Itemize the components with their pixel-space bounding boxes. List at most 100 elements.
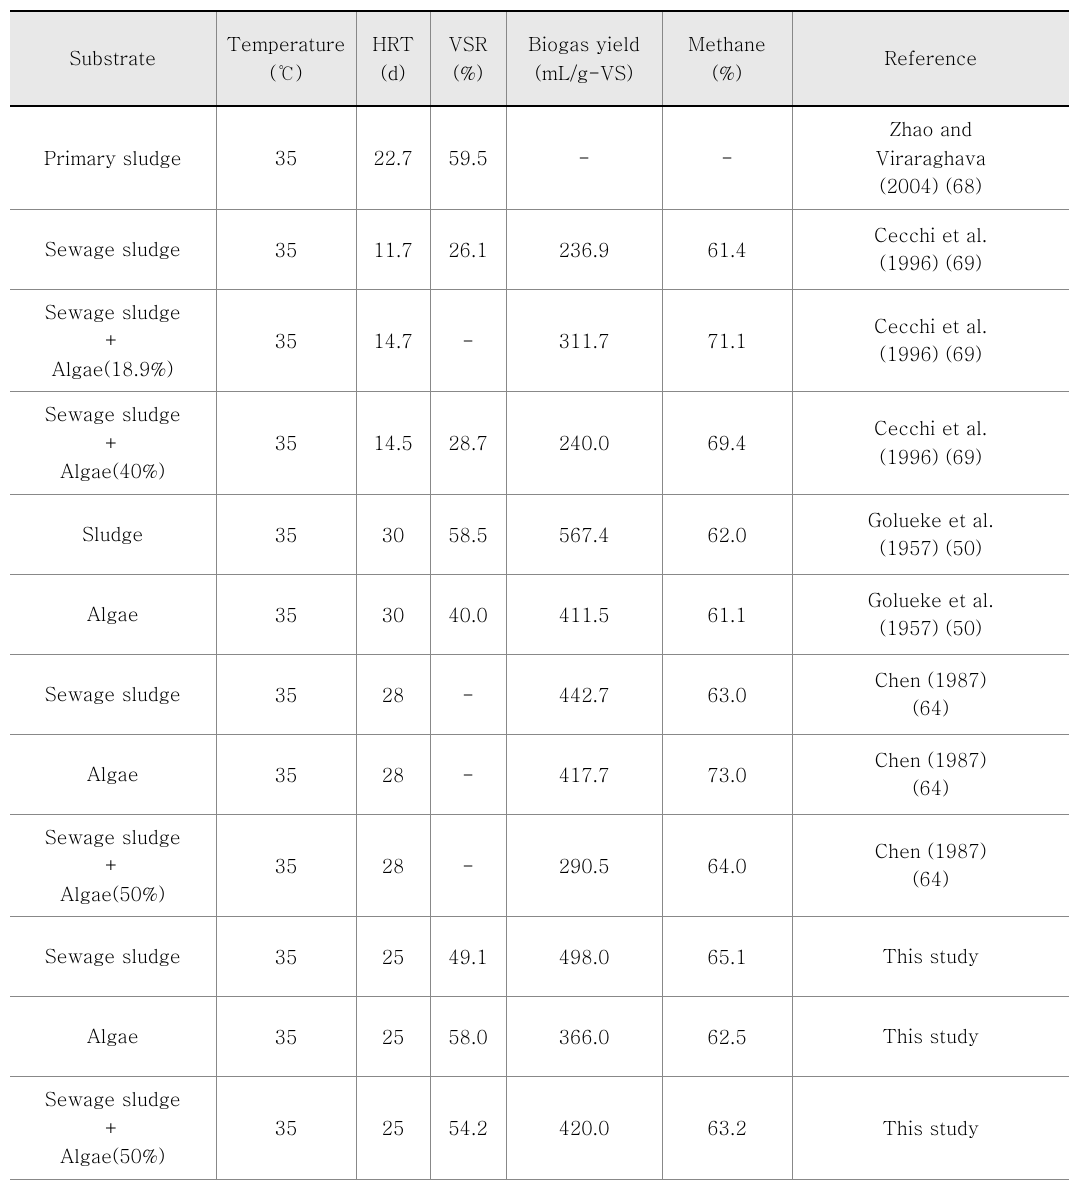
table-row: Sewage sludge352549.1498.065.1This study (10, 917, 1069, 997)
temperature-cell: 35 (216, 289, 356, 392)
reference-cell: This study (792, 917, 1069, 997)
methane-cell: 62.5 (662, 997, 792, 1077)
temperature-cell: 35 (216, 654, 356, 734)
biogas-cell: 311.7 (506, 289, 662, 392)
temperature-cell: 35 (216, 106, 356, 209)
table-row: Sewage sludge3528-442.763.0Chen (1987)(6… (10, 654, 1069, 734)
reference-cell: Cecchi et al.(1996) (69) (792, 289, 1069, 392)
biogas-cell: 366.0 (506, 997, 662, 1077)
hrt-cell: 30 (356, 494, 430, 574)
biogas-cell: 236.9 (506, 209, 662, 289)
table-row: Primary sludge3522.759.5--Zhao andVirara… (10, 106, 1069, 209)
column-header-label: HRT (361, 30, 426, 59)
vsr-cell: - (430, 654, 506, 734)
column-header-label: Biogas yield (511, 30, 658, 59)
methane-cell: 69.4 (662, 392, 792, 495)
column-header-unit: (d) (361, 59, 426, 88)
reference-cell: Cecchi et al.(1996) (69) (792, 209, 1069, 289)
hrt-cell: 28 (356, 734, 430, 814)
methane-cell: 61.1 (662, 574, 792, 654)
column-header-unit: (mL/g-VS) (511, 59, 658, 88)
column-header-label: Reference (797, 44, 1066, 73)
methane-cell: 64.0 (662, 814, 792, 917)
substrate-line: Algae (14, 760, 212, 789)
data-table-container: SubstrateTemperature(℃)HRT(d)VSR(%)Bioga… (10, 10, 1069, 1180)
column-header-label: Methane (667, 30, 788, 59)
reference-cell: Golueke et al.(1957) (50) (792, 494, 1069, 574)
reference-line: This study (797, 1114, 1066, 1143)
biogas-cell: 567.4 (506, 494, 662, 574)
substrate-line: Sewage sludge (14, 400, 212, 429)
temperature-cell: 35 (216, 1077, 356, 1180)
hrt-cell: 25 (356, 917, 430, 997)
reference-line: (64) (797, 694, 1066, 723)
vsr-cell: - (430, 814, 506, 917)
table-row: Algae353040.0411.561.1Golueke et al.(195… (10, 574, 1069, 654)
substrate-line: Sewage sludge (14, 298, 212, 327)
vsr-cell: 58.0 (430, 997, 506, 1077)
temperature-cell: 35 (216, 574, 356, 654)
reference-line: Cecchi et al. (797, 221, 1066, 250)
hrt-cell: 14.5 (356, 392, 430, 495)
vsr-cell: 40.0 (430, 574, 506, 654)
substrate-line: Sludge (14, 520, 212, 549)
substrate-line: Sewage sludge (14, 942, 212, 971)
methane-cell: 62.0 (662, 494, 792, 574)
vsr-cell: 58.5 (430, 494, 506, 574)
vsr-cell: 49.1 (430, 917, 506, 997)
hrt-cell: 11.7 (356, 209, 430, 289)
reference-line: (2004) (68) (797, 172, 1066, 201)
biogas-data-table: SubstrateTemperature(℃)HRT(d)VSR(%)Bioga… (10, 10, 1069, 1180)
biogas-cell: 290.5 (506, 814, 662, 917)
temperature-cell: 35 (216, 917, 356, 997)
reference-cell: Chen (1987)(64) (792, 814, 1069, 917)
reference-line: This study (797, 942, 1066, 971)
column-header-label: VSR (435, 30, 502, 59)
substrate-line: Sewage sludge (14, 235, 212, 264)
table-header-row: SubstrateTemperature(℃)HRT(d)VSR(%)Bioga… (10, 11, 1069, 106)
reference-cell: Zhao andViraraghava(2004) (68) (792, 106, 1069, 209)
vsr-cell: 26.1 (430, 209, 506, 289)
methane-cell: 73.0 (662, 734, 792, 814)
substrate-cell: Algae (10, 574, 216, 654)
substrate-line: Sewage sludge (14, 680, 212, 709)
substrate-line: + (14, 326, 212, 355)
reference-line: (1996) (69) (797, 249, 1066, 278)
table-row: Sewage sludge3511.726.1236.961.4Cecchi e… (10, 209, 1069, 289)
table-body: Primary sludge3522.759.5--Zhao andVirara… (10, 106, 1069, 1179)
column-header: Methane(%) (662, 11, 792, 106)
reference-line: Golueke et al. (797, 586, 1066, 615)
substrate-cell: Sewage sludge (10, 917, 216, 997)
substrate-line: Algae (14, 1022, 212, 1051)
table-row: Sewage sludge+Algae(18.9%)3514.7-311.771… (10, 289, 1069, 392)
substrate-line: Algae(50%) (14, 1142, 212, 1171)
substrate-line: Sewage sludge (14, 823, 212, 852)
column-header: VSR(%) (430, 11, 506, 106)
substrate-line: Primary sludge (14, 144, 212, 173)
biogas-cell: 442.7 (506, 654, 662, 734)
methane-cell: - (662, 106, 792, 209)
methane-cell: 65.1 (662, 917, 792, 997)
reference-line: (1957) (50) (797, 614, 1066, 643)
substrate-line: + (14, 429, 212, 458)
substrate-cell: Algae (10, 997, 216, 1077)
reference-line: (1957) (50) (797, 534, 1066, 563)
hrt-cell: 30 (356, 574, 430, 654)
column-header: Substrate (10, 11, 216, 106)
table-row: Algae352558.0366.062.5This study (10, 997, 1069, 1077)
substrate-line: Algae(50%) (14, 880, 212, 909)
substrate-line: Algae(18.9%) (14, 355, 212, 384)
column-header-unit: (℃) (221, 59, 352, 88)
reference-line: Golueke et al. (797, 506, 1066, 535)
hrt-cell: 28 (356, 654, 430, 734)
substrate-cell: Algae (10, 734, 216, 814)
methane-cell: 63.2 (662, 1077, 792, 1180)
hrt-cell: 28 (356, 814, 430, 917)
reference-line: Viraraghava (797, 144, 1066, 173)
substrate-line: Sewage sludge (14, 1085, 212, 1114)
biogas-cell: 420.0 (506, 1077, 662, 1180)
vsr-cell: - (430, 289, 506, 392)
substrate-cell: Sewage sludge+Algae(40%) (10, 392, 216, 495)
biogas-cell: - (506, 106, 662, 209)
vsr-cell: 28.7 (430, 392, 506, 495)
